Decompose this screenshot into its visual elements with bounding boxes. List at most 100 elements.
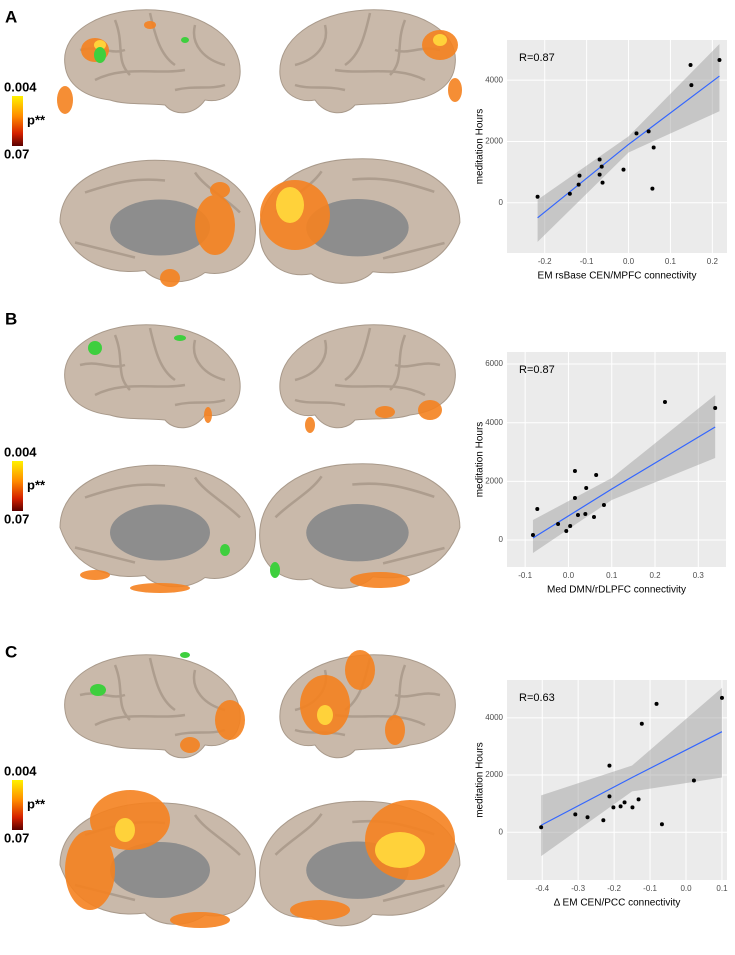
point [639,721,644,726]
point [622,800,627,805]
point [650,186,655,191]
point [568,524,573,529]
point [572,468,577,473]
x-tick-label: -0.3 [571,884,585,893]
y-axis-label: meditation Hours [475,422,486,498]
x-tick-label: -0.1 [643,884,657,893]
point [535,194,540,199]
annotation: R=0.63 [519,692,555,704]
fit-line [540,731,723,826]
annotation: R=0.87 [519,364,555,376]
x-tick-label: 0.2 [649,571,661,580]
point [575,513,580,518]
confidence-band [541,687,722,857]
x-tick-label: 0.0 [680,884,692,893]
y-tick-label: 0 [499,827,504,836]
panel-label: B [5,309,17,328]
y-axis-label: meditation Hours [475,742,486,818]
y-tick-label: 2000 [485,476,503,485]
plot-background [507,40,727,253]
x-tick-label: -0.4 [535,884,549,893]
x-tick-label: -0.1 [518,571,532,580]
colorbar-min: 0.07 [4,830,29,845]
x-tick-label: 0.0 [563,571,575,580]
x-tick-label: 0.2 [707,257,719,266]
y-tick-label: 4000 [485,418,503,427]
confidence-band [537,43,720,242]
brains [57,8,462,928]
point [636,797,641,802]
colorbar-label: p** [27,796,46,811]
point [607,763,612,768]
point [597,172,602,177]
x-tick-label: 0.1 [606,571,618,580]
point [591,515,596,520]
point [621,167,626,172]
point [577,173,582,178]
point [607,794,612,799]
point [646,129,651,134]
point [576,182,581,187]
point [717,57,722,62]
x-axis-label: Med DMN/rDLPFC connectivity [547,585,686,596]
point [713,405,718,410]
colorbar [12,780,23,830]
x-tick-label: 0.0 [623,257,635,266]
x-tick-label: -0.1 [580,257,594,266]
point [556,522,561,526]
point [572,496,577,501]
x-tick-label: -0.2 [607,884,621,893]
y-axis-label: meditation Hours [475,109,486,185]
point [611,805,616,810]
point [535,507,540,512]
x-axis-label: EM rsBase CEN/MPFC connectivity [538,271,697,282]
point [564,529,569,534]
colorbar-min: 0.07 [4,511,29,526]
point [583,511,588,516]
point [618,804,623,809]
y-tick-label: 4000 [485,713,503,722]
point [530,533,535,538]
point [573,812,578,817]
panel-label: A [5,7,17,26]
point [691,778,696,783]
point [634,131,639,136]
point [654,701,659,706]
colorbar-label: p** [27,112,46,127]
colorbar-label: p** [27,477,46,492]
point [601,818,606,823]
y-tick-label: 0 [499,198,504,207]
colorbar-min: 0.07 [4,146,29,161]
colorbar [12,96,23,146]
point [585,815,590,820]
colorbar-max: 0.004 [4,763,37,778]
point [688,63,693,68]
annotation: R=0.87 [519,52,555,64]
plot-background [507,680,727,880]
colorbar-max: 0.004 [4,79,37,94]
point [567,191,572,196]
point [651,145,656,150]
x-axis-label: Δ EM CEN/PCC connectivity [554,898,681,909]
point [600,180,605,185]
colorbar [12,461,23,511]
y-tick-label: 0 [499,535,504,544]
point [630,805,635,810]
point [584,486,589,491]
point [719,695,724,700]
point [594,472,599,477]
point [599,164,604,169]
point [659,822,664,827]
x-tick-label: 0.1 [716,884,728,893]
x-tick-label: 0.1 [665,257,677,266]
x-tick-label: 0.3 [693,571,705,580]
point [597,157,602,162]
y-tick-label: 4000 [485,75,503,84]
colorbar-max: 0.004 [4,444,37,459]
y-tick-label: 2000 [485,137,503,146]
y-tick-label: 2000 [485,770,503,779]
point [689,83,694,88]
y-tick-label: 6000 [485,359,503,368]
